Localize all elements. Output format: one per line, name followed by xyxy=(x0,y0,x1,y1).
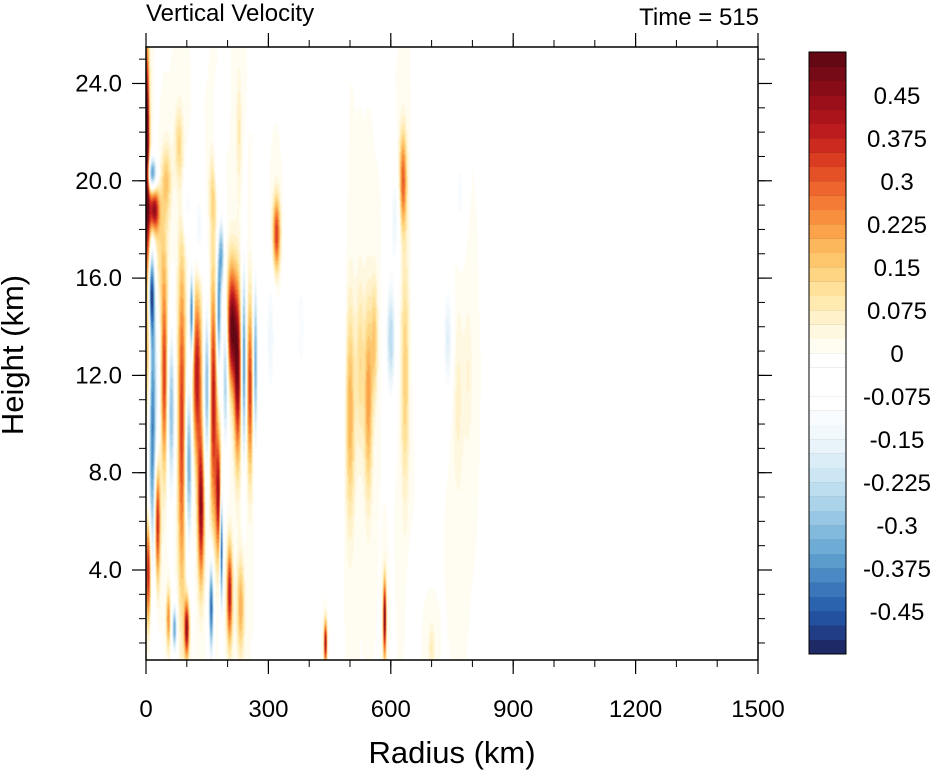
y-tick-label: 16.0 xyxy=(75,265,122,292)
colorbar-label: -0.15 xyxy=(870,427,925,454)
colorbar-label: 0.225 xyxy=(867,212,927,239)
colorbar-bin xyxy=(809,453,846,469)
colorbar-bin xyxy=(809,596,846,612)
colorbar-bin xyxy=(809,281,846,297)
velocity-heatmap xyxy=(146,47,758,660)
chart-time-label: Time = 515 xyxy=(639,4,759,31)
y-tick-label: 20.0 xyxy=(75,168,122,195)
colorbar-bin xyxy=(809,95,846,110)
colorbar-bin xyxy=(809,267,846,282)
colorbar-bin xyxy=(809,166,846,182)
chart-title: Vertical Velocity xyxy=(146,0,314,27)
x-tick-label: 600 xyxy=(371,696,411,723)
colorbar-bin xyxy=(809,467,846,483)
colorbar-bin xyxy=(809,80,846,96)
colorbar-label: 0.075 xyxy=(867,298,927,325)
colorbar-bin xyxy=(809,209,846,225)
y-tick-label: 24.0 xyxy=(75,70,122,97)
colorbar-label: -0.45 xyxy=(870,599,925,626)
colorbar-bin xyxy=(809,439,846,454)
colorbar-bin xyxy=(809,582,846,598)
plot-area: 0 300 600 900 1200 1500 4.0 8.0 12.0 16.0 20.0 24.… xyxy=(75,33,785,723)
colorbar-bin xyxy=(809,353,846,368)
colorbar-label: 0.45 xyxy=(874,83,921,110)
colorbar-label: 0.375 xyxy=(867,126,927,153)
x-axis-ticks: 0 300 600 900 1200 1500 xyxy=(139,33,785,723)
colorbar-bin xyxy=(809,611,846,626)
colorbar-bin xyxy=(809,224,846,239)
colorbar-bin xyxy=(809,510,846,526)
colorbar-label: -0.075 xyxy=(863,384,931,411)
y-tick-label: 4.0 xyxy=(89,557,122,584)
colorbar-label: 0 xyxy=(890,341,903,368)
colorbar-bin xyxy=(809,195,846,211)
colorbar-bin xyxy=(809,324,846,340)
colorbar-bin xyxy=(809,52,846,67)
x-tick-label: 1500 xyxy=(731,696,784,723)
x-tick-label: 1200 xyxy=(609,696,662,723)
colorbar-bin xyxy=(809,568,846,583)
colorbar-bin xyxy=(809,639,846,655)
colorbar-label: -0.225 xyxy=(863,470,931,497)
x-axis-label: Radius (km) xyxy=(368,735,535,770)
y-tick-label: 12.0 xyxy=(75,362,122,389)
colorbar-bin xyxy=(809,482,846,497)
colorbar-bin xyxy=(809,138,846,153)
colorbar-frame xyxy=(808,51,847,655)
colorbar-bin xyxy=(809,310,846,325)
colorbar-bin xyxy=(809,338,846,354)
x-tick-label: 0 xyxy=(139,696,152,723)
colorbar-label: -0.375 xyxy=(863,556,931,583)
colorbar-bin xyxy=(809,625,846,641)
colorbar-bin xyxy=(809,410,846,426)
colorbar-bin xyxy=(809,152,846,168)
colorbar-bin xyxy=(809,295,846,311)
colorbar-bin xyxy=(809,396,846,411)
plot-frame xyxy=(145,46,759,661)
y-axis-ticks: 4.0 8.0 12.0 16.0 20.0 24.0 xyxy=(75,58,772,644)
colorbar-label: 0.3 xyxy=(880,169,913,196)
y-tick-label: 8.0 xyxy=(89,460,122,487)
colorbar-bin xyxy=(809,367,846,383)
colorbar-bin xyxy=(809,123,846,139)
colorbar-label: 0.15 xyxy=(874,255,921,282)
colorbar-bin xyxy=(809,181,846,196)
x-tick-label: 300 xyxy=(248,696,288,723)
colorbar-bin xyxy=(809,553,846,569)
colorbar: 0.45 0.375 0.3 0.225 0.15 0.075 0 -0.075 -0.15 -0… xyxy=(808,51,931,655)
colorbar-bin xyxy=(809,109,846,125)
colorbar-bin xyxy=(809,496,846,512)
colorbar-bin xyxy=(809,424,846,440)
colorbar-bin xyxy=(809,252,846,268)
y-axis-label: Height (km) xyxy=(0,275,30,435)
colorbar-bin xyxy=(809,525,846,540)
colorbar-bin xyxy=(809,66,846,82)
colorbar-bin xyxy=(809,381,846,397)
colorbar-bin xyxy=(809,539,846,555)
x-tick-label: 900 xyxy=(493,696,533,723)
colorbar-label: -0.3 xyxy=(876,513,917,540)
colorbar-bin xyxy=(809,238,846,254)
